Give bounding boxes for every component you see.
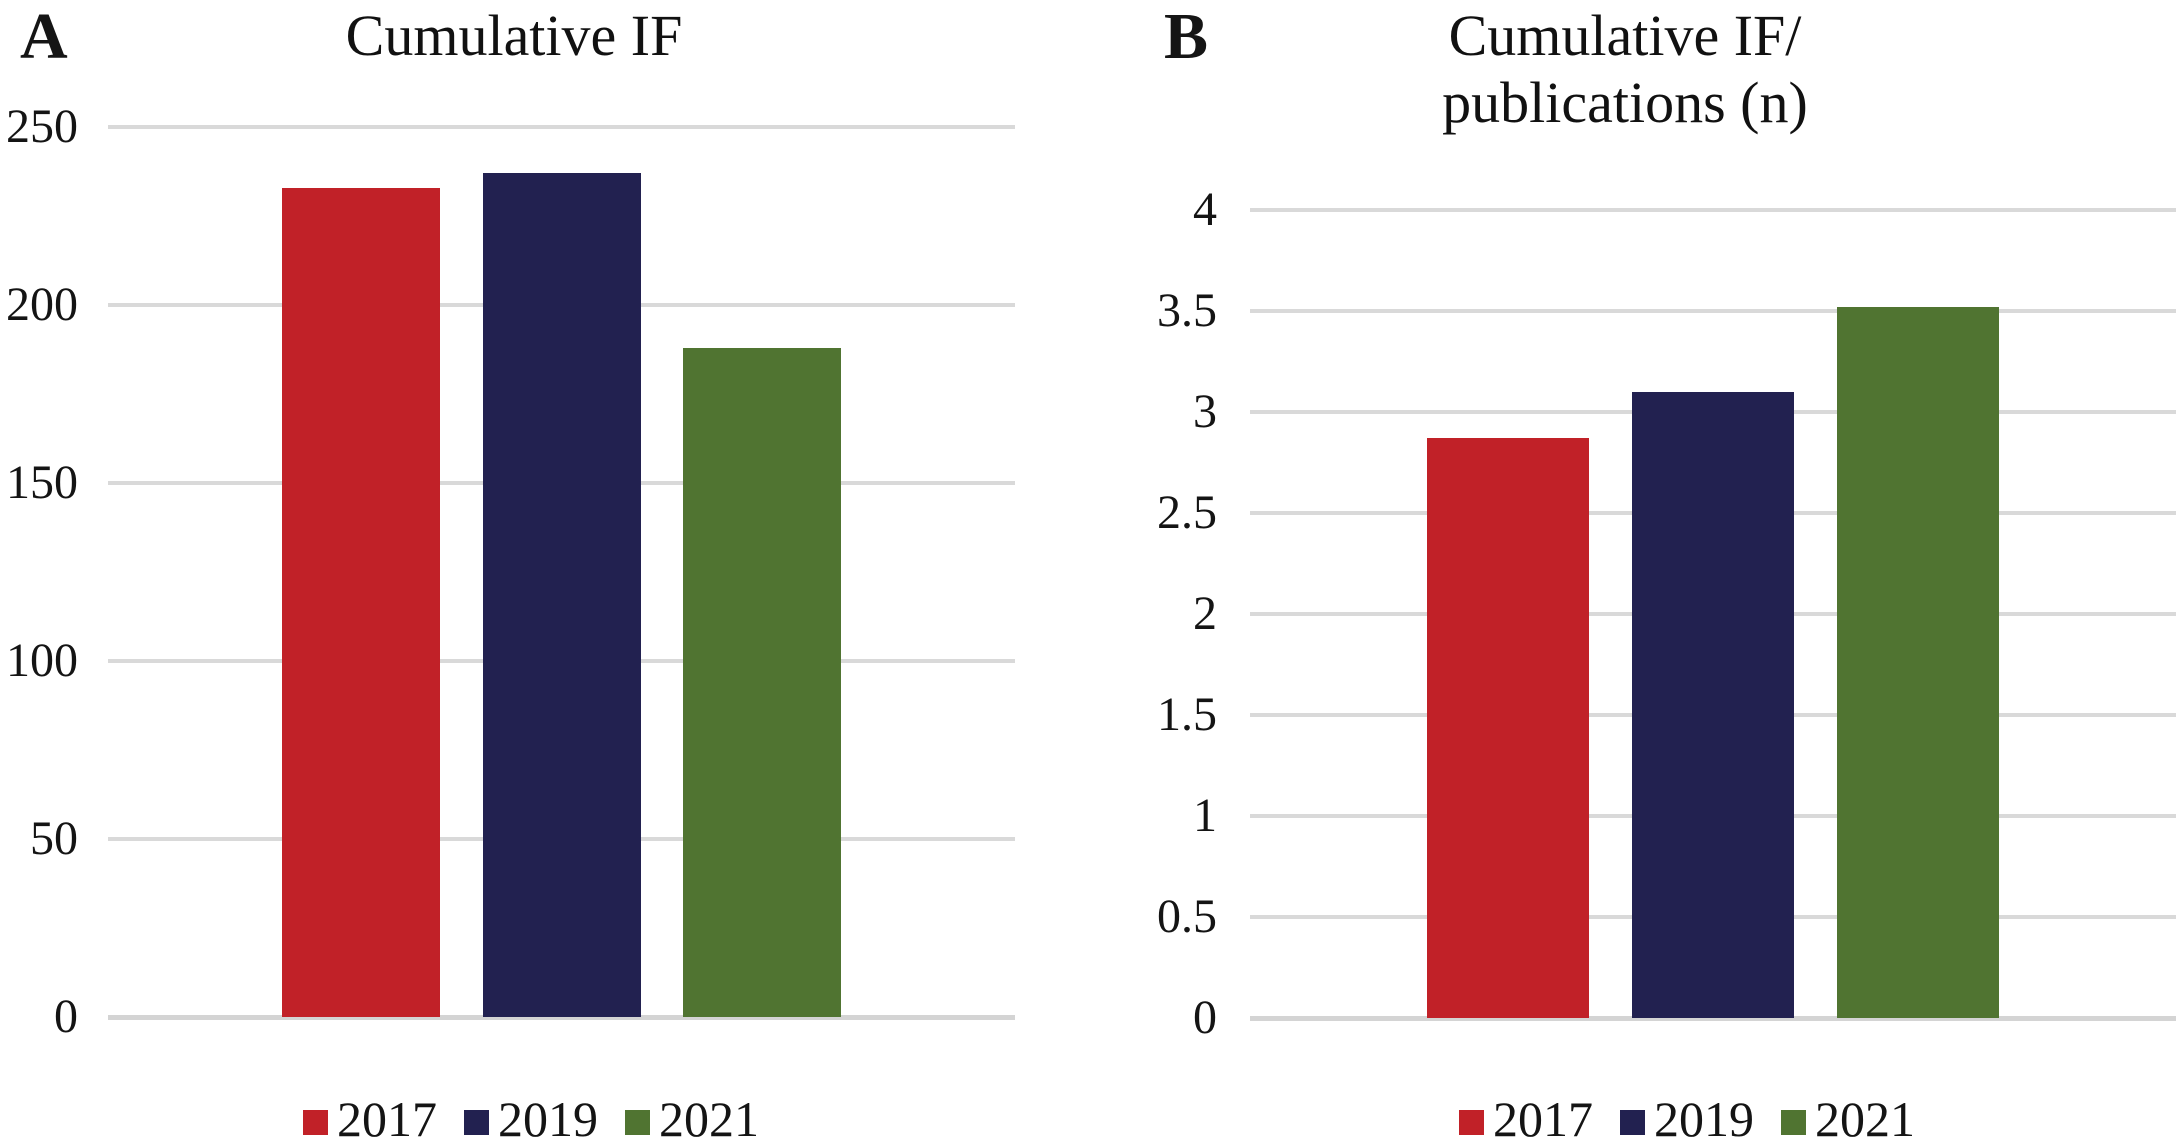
y-tick-label: 150: [6, 456, 78, 509]
legend-label: 2019: [498, 1091, 598, 1147]
legend-b: 2017 2019 2021: [1459, 1094, 1915, 1144]
legend-item-2021: 2021: [625, 1094, 759, 1144]
legend-swatch-2019: [464, 1109, 489, 1135]
legend-label: 2019: [1654, 1091, 1754, 1147]
gridline: [108, 125, 1015, 129]
chart-title-line: Cumulative IF: [345, 3, 683, 68]
x-axis-baseline: [108, 1015, 1015, 1020]
y-tick-label: 1: [1193, 789, 1217, 842]
y-tick-label: 100: [6, 634, 78, 687]
legend-swatch-2017: [303, 1109, 328, 1135]
y-tick-label: 200: [6, 278, 78, 331]
gridline: [1250, 309, 2176, 313]
y-tick-label: 2.5: [1157, 486, 1217, 539]
bar-2019: [483, 173, 641, 1017]
legend-item-2021: 2021: [1781, 1094, 1915, 1144]
y-tick-label: 3: [1193, 385, 1217, 438]
panel-a: A Cumulative IF 250 200 150 100 50 0 2017 2019…: [0, 0, 1088, 1144]
panel-label-a: A: [20, 0, 68, 73]
chart-title-line: Cumulative IF/: [1448, 3, 1802, 68]
legend-label: 2017: [337, 1091, 437, 1147]
y-tick-label: 0.5: [1157, 890, 1217, 943]
y-tick-label: 250: [6, 100, 78, 153]
y-tick-label: 0: [1193, 991, 1217, 1044]
panel-label-b: B: [1164, 0, 1209, 73]
legend-swatch-2021: [1781, 1109, 1806, 1135]
bar-2021: [683, 348, 841, 1017]
chart-title-a: Cumulative IF: [346, 2, 683, 69]
legend-item-2019: 2019: [1620, 1094, 1754, 1144]
y-tick-label: 0: [54, 990, 78, 1043]
plot-area-a: 250 200 150 100 50 0: [0, 0, 1088, 1144]
legend-label: 2017: [1493, 1091, 1593, 1147]
bar-2021: [1837, 307, 1999, 1018]
legend-swatch-2019: [1620, 1109, 1645, 1135]
y-tick-label: 4: [1193, 183, 1217, 236]
bar-2019: [1632, 392, 1794, 1018]
panel-b: B Cumulative IF/publications (n) 4 3.5 3 2.…: [1088, 0, 2176, 1144]
bar-2017: [282, 188, 440, 1017]
legend-label: 2021: [1815, 1091, 1915, 1147]
chart-title-line: publications (n): [1442, 70, 1808, 135]
legend-item-2019: 2019: [464, 1094, 598, 1144]
x-axis-baseline: [1250, 1016, 2176, 1021]
legend-a: 2017 2019 2021: [303, 1094, 759, 1144]
y-tick-label: 1.5: [1157, 688, 1217, 741]
legend-label: 2021: [659, 1091, 759, 1147]
legend-item-2017: 2017: [303, 1094, 437, 1144]
bar-2017: [1427, 438, 1589, 1018]
legend-swatch-2017: [1459, 1109, 1484, 1135]
legend-swatch-2021: [625, 1109, 650, 1135]
y-tick-label: 3.5: [1157, 284, 1217, 337]
legend-item-2017: 2017: [1459, 1094, 1593, 1144]
y-tick-label: 50: [30, 812, 78, 865]
plot-area-b: 4 3.5 3 2.5 2 1.5 1 0.5 0: [1088, 0, 2176, 1144]
y-tick-label: 2: [1193, 587, 1217, 640]
chart-title-b: Cumulative IF/publications (n): [1442, 2, 1808, 136]
gridline: [1250, 208, 2176, 212]
